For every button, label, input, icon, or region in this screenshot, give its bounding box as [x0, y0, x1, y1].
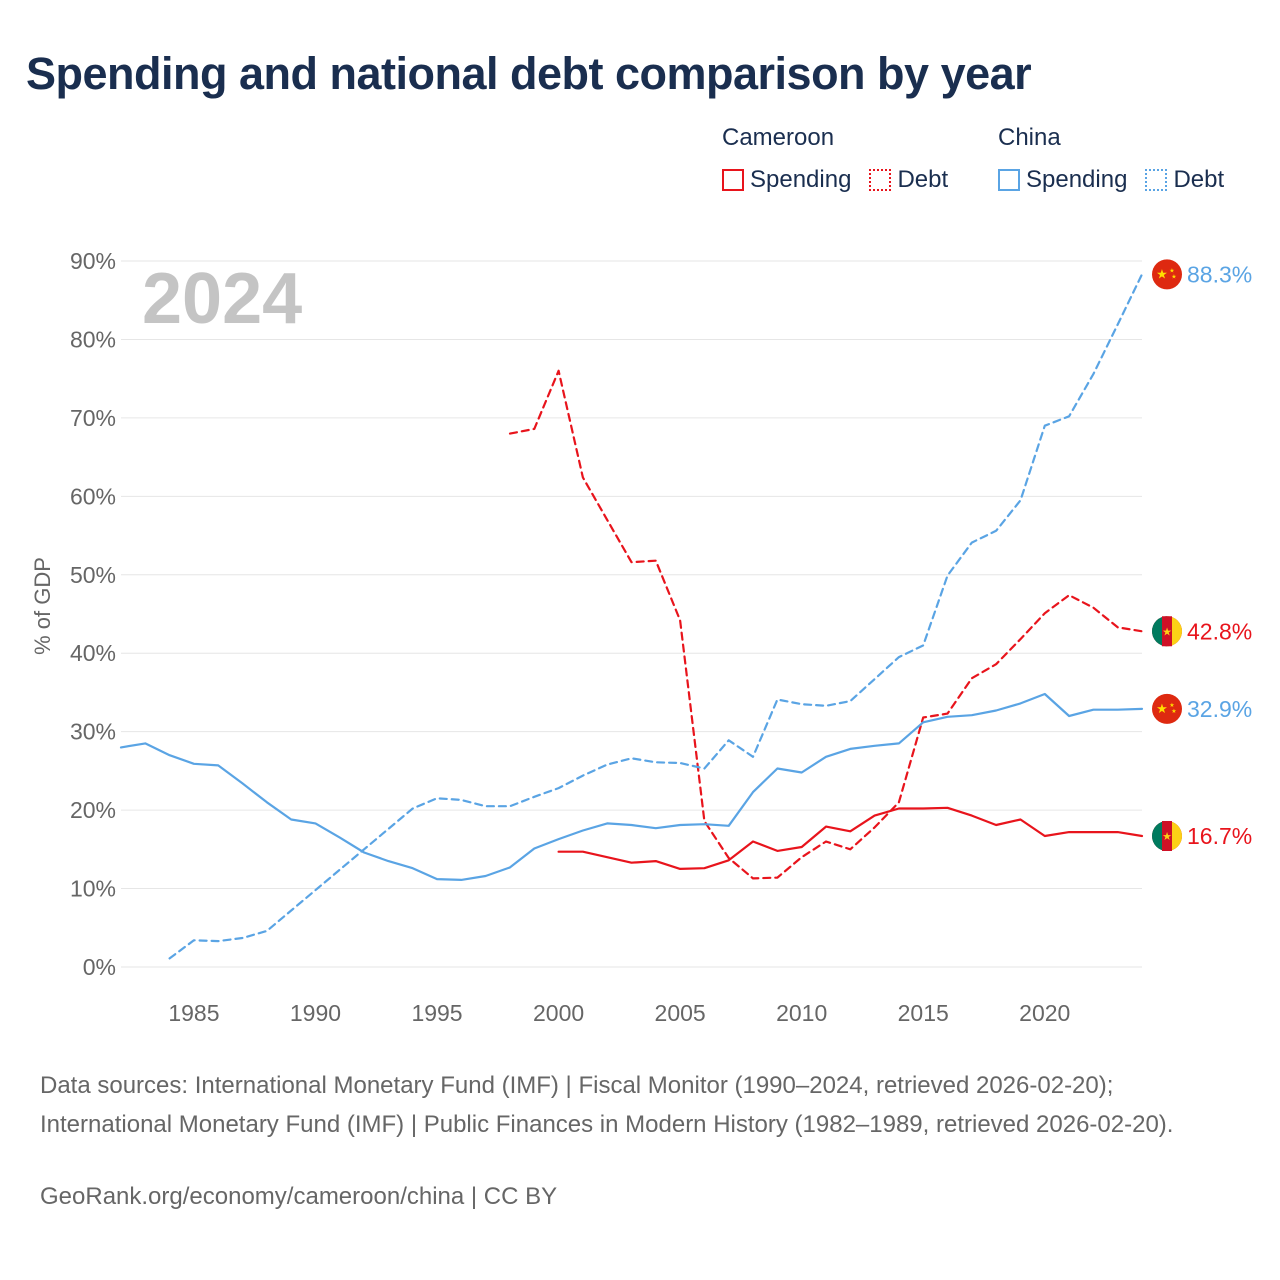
- x-tick-label: 1985: [168, 1000, 219, 1026]
- grid-lines: [121, 260, 1142, 968]
- solid-swatch-icon: [998, 169, 1020, 191]
- cameroon-flag-icon: ★: [1152, 616, 1182, 647]
- star-icon: ★: [1162, 830, 1172, 843]
- star-icon: ★: [1169, 267, 1174, 274]
- end-value-label: 42.8%: [1187, 618, 1252, 644]
- end-marker-cameroon-debt: ★ 42.8%: [1152, 616, 1252, 647]
- page-title: Spending and national debt comparison by…: [26, 48, 1032, 99]
- end-marker-china-spending: ★ ★★ 32.9%: [1152, 693, 1252, 724]
- end-value-label: 32.9%: [1187, 696, 1252, 722]
- legend-group-china: China Spending Debt: [998, 124, 1242, 194]
- y-tick-label: 30%: [70, 719, 116, 745]
- y-axis-ticks: 0% 10% 20% 30% 40% 50% 60% 70% 80% 90%: [70, 248, 116, 980]
- end-marker-cameroon-spending: ★ 16.7%: [1152, 820, 1252, 851]
- star-icon: ★: [1171, 708, 1176, 715]
- legend-item-label: Spending: [1026, 166, 1128, 193]
- y-tick-label: 0%: [83, 954, 116, 980]
- legend-item-label: Spending: [750, 166, 852, 193]
- footer-sources: Data sources: International Monetary Fun…: [40, 1072, 1174, 1138]
- solid-swatch-icon: [722, 169, 744, 191]
- x-tick-label: 2015: [898, 1000, 949, 1026]
- footer-link[interactable]: GeoRank.org/economy/cameroon/china | CC …: [40, 1183, 558, 1210]
- legend-item-china-spending[interactable]: Spending: [998, 166, 1127, 194]
- legend-country-label: Cameroon: [722, 124, 835, 151]
- dotted-swatch-icon: [1145, 169, 1168, 191]
- x-tick-label: 1990: [290, 1000, 341, 1026]
- y-tick-label: 70%: [70, 405, 116, 431]
- legend-item-cameroon-debt[interactable]: Debt: [869, 166, 948, 194]
- x-tick-label: 2010: [776, 1000, 827, 1026]
- x-tick-label: 2000: [533, 1000, 584, 1026]
- series-line-china-debt[interactable]: [168, 273, 1144, 960]
- y-tick-label: 80%: [70, 326, 116, 352]
- x-tick-label: 1995: [411, 1000, 462, 1026]
- dotted-swatch-icon: [869, 169, 892, 191]
- x-tick-label: 2020: [1019, 1000, 1070, 1026]
- legend-item-label: Debt: [897, 166, 949, 193]
- legend-item-label: Debt: [1173, 166, 1225, 193]
- end-value-label: 88.3%: [1187, 261, 1252, 287]
- legend-group-cameroon: Cameroon Spending Debt: [722, 124, 966, 194]
- china-flag-icon: [1152, 259, 1182, 290]
- end-marker-china-debt: ★ ★★ 88.3%: [1152, 259, 1252, 290]
- series-line-cameroon-debt[interactable]: [508, 369, 1144, 880]
- legend-item-china-debt[interactable]: Debt: [1145, 166, 1224, 194]
- star-icon: ★: [1169, 702, 1174, 709]
- star-icon: ★: [1156, 702, 1168, 717]
- series-layer: [119, 273, 1144, 960]
- y-axis-label: % of GDP: [30, 557, 55, 655]
- y-tick-label: 90%: [70, 248, 116, 274]
- star-icon: ★: [1162, 625, 1172, 638]
- cameroon-flag-icon: ★: [1152, 820, 1182, 851]
- series-line-china-spending[interactable]: [119, 692, 1144, 882]
- legend-country-label: China: [998, 124, 1061, 151]
- legend-item-cameroon-spending[interactable]: Spending: [722, 166, 851, 194]
- x-axis-ticks: 1985 1990 1995 2000 2005 2010 2015 2020: [168, 1000, 1070, 1026]
- star-icon: ★: [1171, 273, 1176, 280]
- y-tick-label: 10%: [70, 876, 116, 902]
- end-labels: ★ 16.7%★ 42.8%★ ★★ 32.9%★ ★★ 88.3%: [1152, 259, 1252, 851]
- year-watermark: 2024: [142, 259, 302, 339]
- y-tick-label: 20%: [70, 797, 116, 823]
- star-icon: ★: [1156, 267, 1168, 282]
- x-tick-label: 2005: [655, 1000, 706, 1026]
- end-value-label: 16.7%: [1187, 823, 1252, 849]
- y-tick-label: 50%: [70, 562, 116, 588]
- china-flag-icon: [1152, 693, 1182, 724]
- y-tick-label: 60%: [70, 483, 116, 509]
- y-tick-label: 40%: [70, 640, 116, 666]
- series-line-cameroon-spending[interactable]: [557, 806, 1144, 871]
